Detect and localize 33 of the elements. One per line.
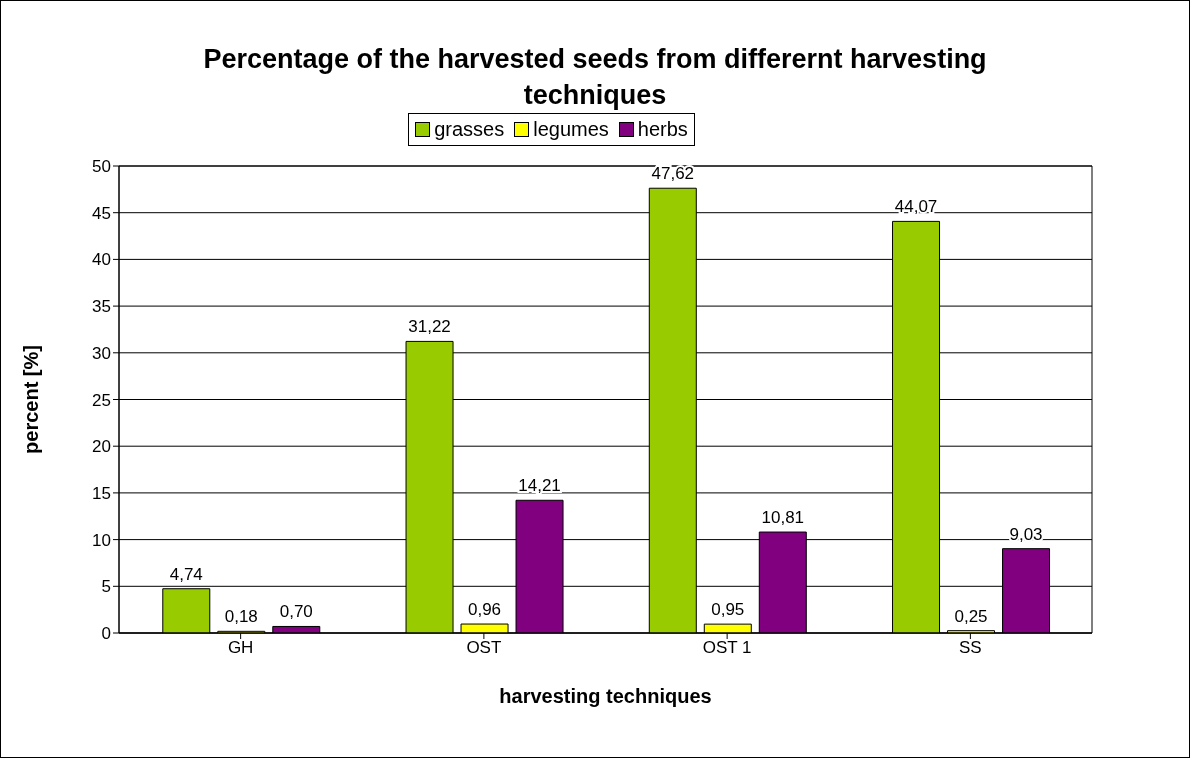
y-axis-title: percent [%] <box>20 345 43 454</box>
x-tick-label: SS <box>959 638 982 658</box>
y-tick-label: 15 <box>92 483 111 503</box>
data-label: 47,62 <box>651 164 695 184</box>
y-tick-label: 50 <box>92 157 111 177</box>
data-label: 14,21 <box>518 476 561 496</box>
data-label: 0,18 <box>224 607 258 627</box>
x-tick-label: OST <box>466 638 502 658</box>
y-tick-label: 10 <box>92 530 111 550</box>
data-label: 0,96 <box>467 600 502 620</box>
data-label: 0,25 <box>954 606 988 626</box>
y-tick-label: 25 <box>92 390 111 410</box>
legend-label: herbs <box>636 118 688 141</box>
chart-title: Percentage of the harvested seeds from differernt harvesting techniques <box>202 43 988 112</box>
data-label: 9,03 <box>1009 524 1043 544</box>
y-tick-label: 20 <box>92 437 111 457</box>
data-label: 0,95 <box>711 600 745 620</box>
legend-label: grasses <box>433 118 505 141</box>
y-tick-label: 5 <box>101 577 111 597</box>
data-label: 10,81 <box>761 508 805 528</box>
y-tick-label: 0 <box>101 624 111 644</box>
data-label: 31,22 <box>408 317 451 337</box>
x-tick-label: GH <box>227 638 254 658</box>
y-tick-label: 40 <box>92 250 111 270</box>
y-tick-label: 45 <box>92 203 111 223</box>
x-tick-label: OST 1 <box>702 638 752 658</box>
legend-label: legumes <box>532 118 609 141</box>
data-label: 4,74 <box>169 564 203 584</box>
y-tick-label: 30 <box>92 343 111 363</box>
data-label: 44,07 <box>894 197 938 217</box>
y-tick-label: 35 <box>92 297 111 317</box>
data-label: 0,70 <box>279 602 313 622</box>
x-axis-title: harvesting techniques <box>499 685 712 707</box>
